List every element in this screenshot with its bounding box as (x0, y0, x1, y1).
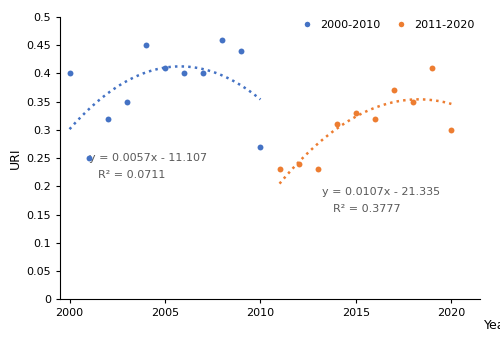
Point (409, 99, 417, 104)
Point (333, 121, 341, 127)
Point (294, 161, 302, 167)
Point (161, 65, 169, 70)
X-axis label: Year: Year (484, 319, 500, 332)
Point (352, 110, 360, 116)
Point (199, 71, 207, 76)
Point (371, 116, 379, 121)
Point (218, 37, 226, 42)
Point (142, 42, 150, 48)
Point (276, 167, 283, 172)
Text: R² = 0.3777: R² = 0.3777 (333, 204, 400, 214)
Point (238, 48, 246, 54)
Point (428, 65, 436, 70)
Point (256, 144, 264, 150)
Point (66, 71, 74, 76)
Text: y = 0.0107x - 21.335: y = 0.0107x - 21.335 (322, 187, 440, 197)
Point (123, 99, 131, 104)
Text: y = 0.0057x - 11.107: y = 0.0057x - 11.107 (88, 153, 207, 163)
Point (84, 155, 92, 161)
Text: R² = 0.0711: R² = 0.0711 (98, 170, 166, 180)
Point (448, 127, 456, 133)
Point (390, 88, 398, 93)
Legend: 2000-2010, 2011-2020: 2000-2010, 2011-2020 (296, 20, 474, 30)
Point (314, 167, 322, 172)
Point (104, 116, 112, 121)
Y-axis label: URI: URI (9, 147, 22, 169)
Point (180, 71, 188, 76)
